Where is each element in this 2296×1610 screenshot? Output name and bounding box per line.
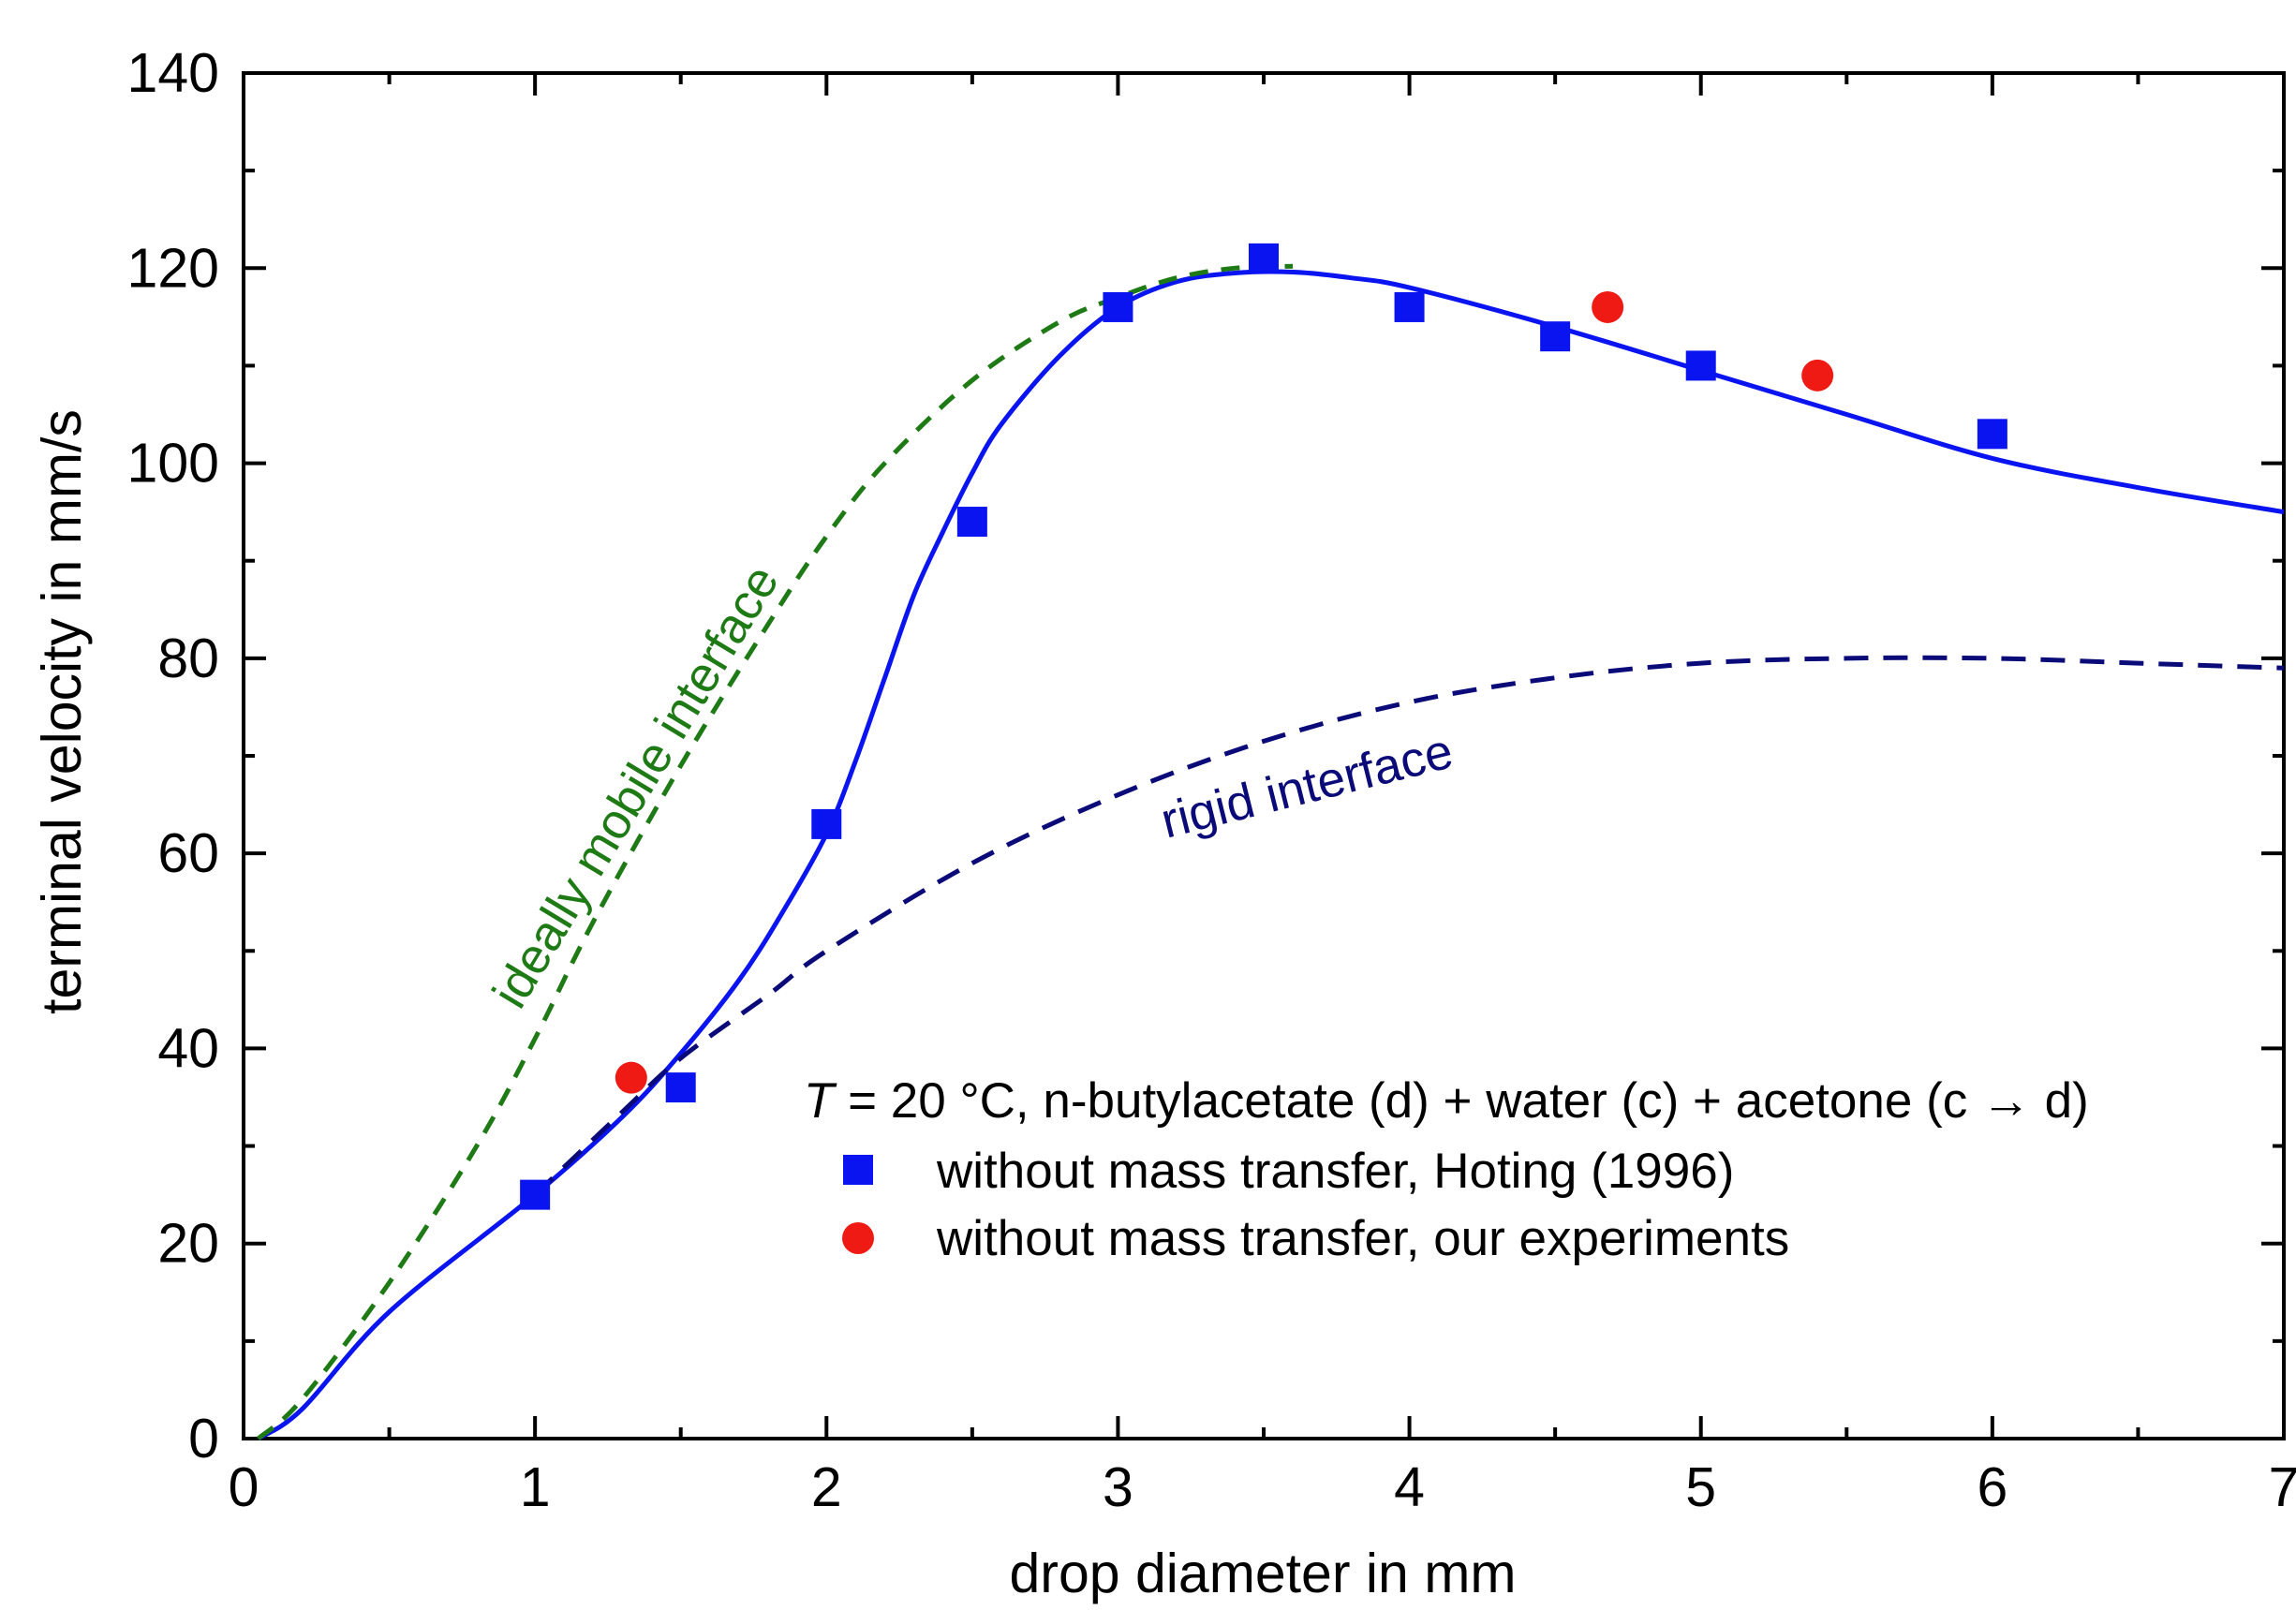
legend-label-experiments: without mass transfer, our experiments — [936, 1211, 1789, 1266]
data-point-square — [520, 1179, 551, 1210]
y-tick-label: 60 — [157, 822, 219, 884]
legend-marker-experiments — [842, 1222, 874, 1254]
y-tick-label: 40 — [157, 1017, 219, 1079]
data-point-circle — [1592, 290, 1624, 323]
y-axis-title: terminal velocity in mm/s — [31, 409, 93, 1014]
data-point-square — [1394, 291, 1425, 322]
data-point-square — [665, 1072, 696, 1103]
y-tick-labels: 0 20 40 60 80 100 120 140 — [127, 42, 219, 1470]
x-tick-labels: 0 1 2 3 4 5 6 7 — [229, 1456, 2296, 1518]
data-point-square — [1249, 243, 1279, 273]
data-point-square — [1540, 321, 1571, 352]
data-point-square — [1103, 291, 1133, 322]
y-tick-label: 100 — [127, 433, 219, 495]
data-point-square — [811, 808, 842, 839]
x-tick-label: 3 — [1103, 1456, 1133, 1518]
series-line-fit-solid — [257, 269, 2285, 1441]
x-tick-label: 7 — [2269, 1456, 2296, 1518]
x-tick-label: 1 — [520, 1456, 551, 1518]
legend-label-hoting: without mass transfer, Hoting (1996) — [936, 1144, 1734, 1199]
y-tick-label: 20 — [157, 1213, 219, 1275]
data-point-square — [1685, 350, 1716, 381]
legend-title: T = 20 °C, n-butylacetate (d) + water (c… — [804, 1073, 2089, 1129]
annotation-rigid: rigid interface — [1156, 723, 1459, 849]
x-tick-label: 6 — [1977, 1456, 2007, 1518]
y-tick-label: 140 — [127, 42, 219, 104]
annotation-ideally-mobile: ideally mobile interface — [482, 556, 790, 1017]
y-tick-label: 80 — [157, 628, 219, 689]
y-tick-label: 120 — [127, 237, 219, 299]
axis-ticks — [242, 71, 2286, 1440]
data-point-square — [956, 507, 987, 538]
data-point-circle — [615, 1061, 647, 1094]
data-point-circle — [1801, 359, 1834, 391]
y-tick-label: 0 — [188, 1408, 219, 1470]
x-tick-label: 2 — [811, 1456, 842, 1518]
legend-marker-hoting — [843, 1155, 873, 1185]
series-line-rigid — [533, 655, 2285, 1197]
legend: T = 20 °C, n-butylacetate (d) + water (c… — [804, 1073, 2089, 1266]
data-point-square — [1977, 419, 2007, 450]
x-tick-label: 0 — [229, 1456, 259, 1518]
x-axis-title: drop diameter in mm — [1009, 1543, 1516, 1604]
markers — [520, 243, 2007, 1210]
x-tick-label: 5 — [1685, 1456, 1716, 1518]
x-tick-label: 4 — [1394, 1456, 1425, 1518]
